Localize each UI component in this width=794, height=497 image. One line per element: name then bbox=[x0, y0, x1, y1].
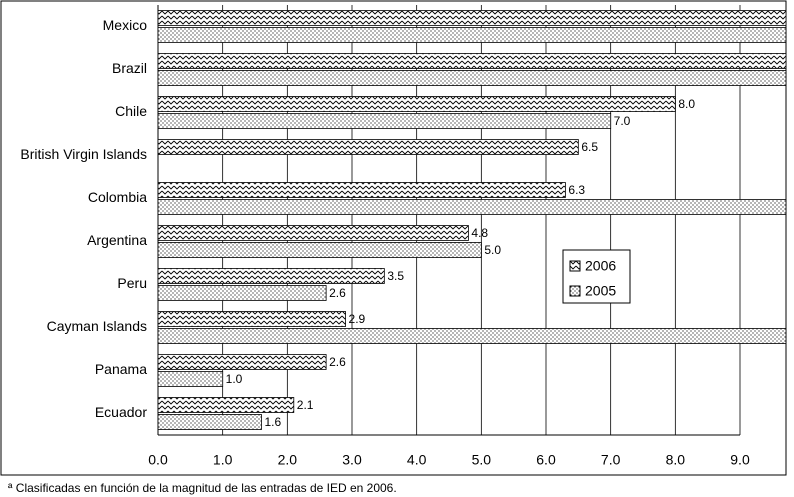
bar bbox=[157, 311, 346, 327]
y-tick-label: Argentina bbox=[87, 232, 147, 248]
y-tick-label: Ecuador bbox=[95, 404, 147, 420]
bar bbox=[157, 371, 224, 387]
bar bbox=[157, 328, 787, 344]
bar bbox=[157, 199, 787, 215]
bar bbox=[157, 354, 327, 370]
bar bbox=[157, 53, 787, 69]
x-tick-label: 0.0 bbox=[148, 452, 168, 468]
value-label: 3.5 bbox=[387, 269, 404, 283]
bar bbox=[157, 268, 385, 284]
value-label: 4.8 bbox=[471, 226, 488, 240]
value-label: 7.0 bbox=[614, 114, 631, 128]
x-tick-label: 8.0 bbox=[666, 452, 686, 468]
frame bbox=[0, 0, 787, 476]
y-tick-label: Panama bbox=[95, 361, 147, 377]
value-label: 1.0 bbox=[226, 372, 243, 386]
legend-swatch bbox=[569, 260, 581, 272]
y-tick-label: British Virgin Islands bbox=[20, 146, 147, 162]
bar bbox=[157, 285, 327, 301]
value-label: 1.6 bbox=[264, 415, 281, 429]
bar bbox=[157, 182, 566, 198]
legend-swatch bbox=[569, 285, 581, 297]
bar bbox=[157, 96, 676, 112]
bar bbox=[157, 70, 787, 86]
y-tick-label: Mexico bbox=[103, 17, 148, 33]
value-label: 8.0 bbox=[678, 97, 695, 111]
bar bbox=[157, 225, 469, 241]
value-label: 2.6 bbox=[329, 355, 346, 369]
bar bbox=[157, 242, 482, 258]
x-tick-label: 7.0 bbox=[601, 452, 621, 468]
value-label: 6.3 bbox=[568, 183, 585, 197]
value-label: 2.1 bbox=[297, 398, 314, 412]
x-tick-label: 4.0 bbox=[407, 452, 427, 468]
bar bbox=[157, 113, 612, 129]
bar bbox=[157, 27, 787, 43]
bar bbox=[157, 10, 787, 26]
value-label: 5.0 bbox=[484, 243, 501, 257]
legend-box bbox=[562, 249, 631, 304]
bar bbox=[157, 139, 579, 155]
y-tick-label: Peru bbox=[117, 275, 147, 291]
bar bbox=[157, 397, 295, 413]
x-tick-label: 2.0 bbox=[278, 452, 298, 468]
y-tick-label: Cayman Islands bbox=[47, 318, 147, 334]
x-tick-label: 6.0 bbox=[536, 452, 556, 468]
x-tick-label: 9.0 bbox=[730, 452, 750, 468]
value-label: 2.6 bbox=[329, 286, 346, 300]
footnote: ª Clasificadas en función de la magnitud… bbox=[8, 481, 397, 495]
y-tick-label: Colombia bbox=[88, 189, 147, 205]
x-tick-label: 3.0 bbox=[342, 452, 362, 468]
legend-label: 2006 bbox=[585, 258, 616, 274]
bar bbox=[157, 414, 262, 430]
value-label: 2.9 bbox=[349, 312, 366, 326]
legend-label: 2005 bbox=[585, 283, 616, 299]
y-tick-label: Chile bbox=[115, 103, 147, 119]
x-tick-label: 1.0 bbox=[213, 452, 233, 468]
y-tick-label: Brazil bbox=[112, 60, 147, 76]
value-label: 6.5 bbox=[581, 140, 598, 154]
x-tick-label: 5.0 bbox=[472, 452, 492, 468]
